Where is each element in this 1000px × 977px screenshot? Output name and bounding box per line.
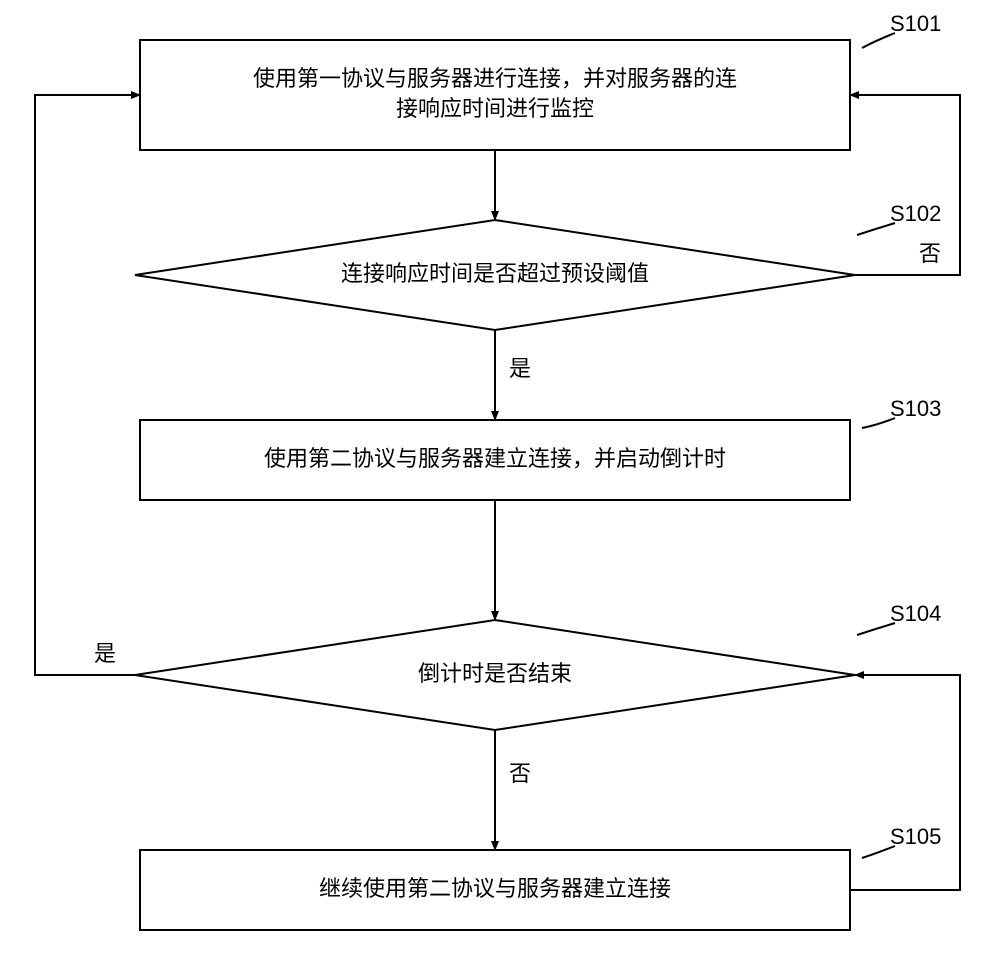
flowchart-svg: 使用第一协议与服务器进行连接，并对服务器的连接响应时间进行监控 S101 连接响应时… bbox=[0, 0, 1000, 977]
branch-label-s104_no: 否 bbox=[509, 761, 531, 786]
arrow-s102_no_to_s101 bbox=[850, 95, 960, 275]
branch-label-s102_yes: 是 bbox=[509, 356, 531, 381]
s101-text-1: 接响应时间进行监控 bbox=[396, 96, 594, 121]
arrow-s105_to_s104 bbox=[850, 675, 960, 890]
s101-text-0: 使用第一协议与服务器进行连接，并对服务器的连 bbox=[253, 66, 737, 91]
branch-label-s102_no: 否 bbox=[919, 241, 941, 266]
s102-text: 连接响应时间是否超过预设阈值 bbox=[341, 261, 649, 286]
s105-step-label: S105 bbox=[890, 824, 941, 849]
s101-step-label: S101 bbox=[890, 11, 941, 36]
s103-step-label: S103 bbox=[890, 396, 941, 421]
branch-label-s104_yes: 是 bbox=[94, 641, 116, 666]
s104-text: 倒计时是否结束 bbox=[418, 661, 572, 686]
s104-step-label: S104 bbox=[890, 601, 941, 626]
s105-text-0: 继续使用第二协议与服务器建立连接 bbox=[319, 876, 671, 901]
s103-text-0: 使用第二协议与服务器建立连接，并启动倒计时 bbox=[264, 446, 726, 471]
s102-step-label: S102 bbox=[890, 201, 941, 226]
arrow-s104_yes_to_s101 bbox=[35, 95, 140, 675]
